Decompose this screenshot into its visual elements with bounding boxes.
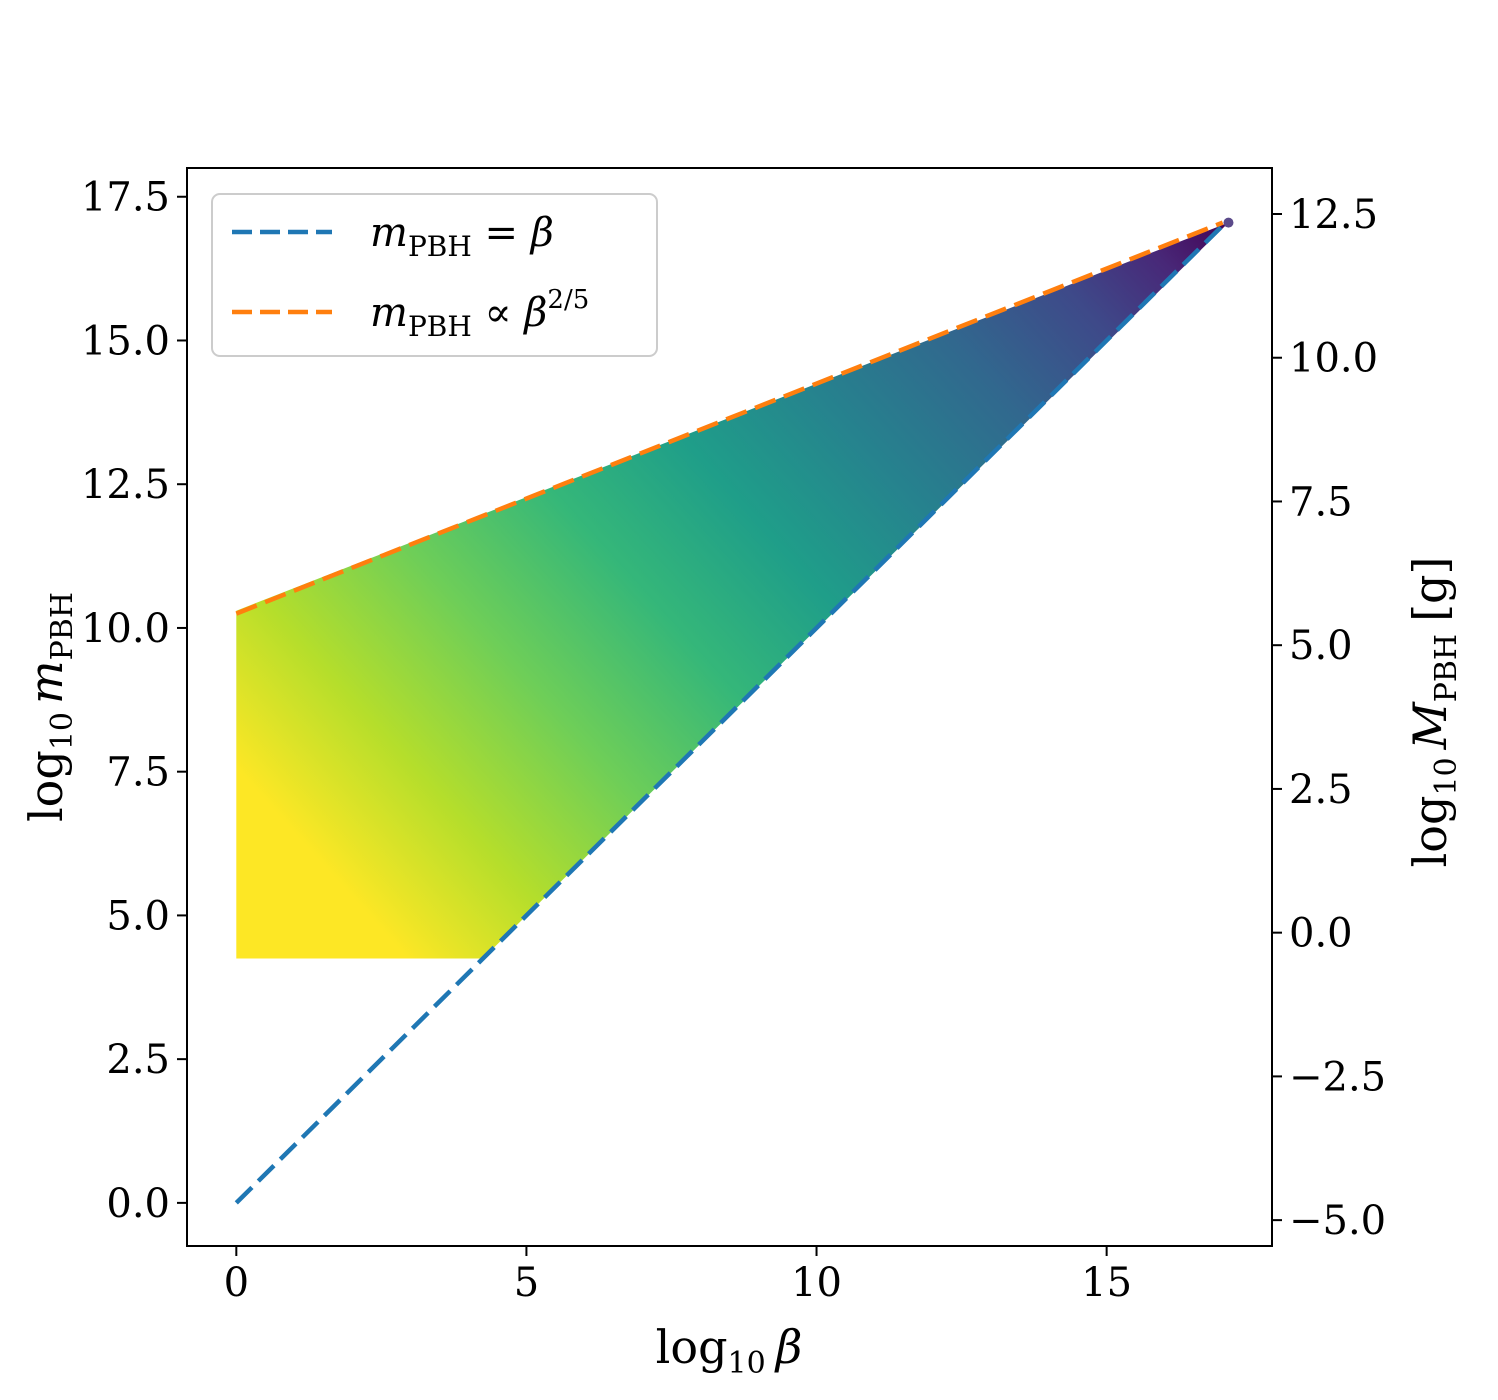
- y-tick-label: 5.0: [106, 893, 170, 939]
- y-axis-label-log: log: [19, 750, 73, 822]
- x-axis-label-var: β: [774, 1320, 803, 1374]
- y2-tick-label: −2.5: [1289, 1054, 1386, 1100]
- y2-axis-label-log: log: [1403, 796, 1457, 868]
- x-tick-label: 15: [1081, 1260, 1132, 1306]
- legend-rel: ∝ β: [472, 290, 548, 336]
- y-axis-label: log10 mPBH: [19, 592, 80, 822]
- y-axis-label-sub: 10: [45, 712, 80, 750]
- plot-frame: [186, 167, 1273, 1247]
- y-tick-label: 12.5: [81, 462, 170, 508]
- y2-tick-label: 7.5: [1289, 479, 1353, 525]
- legend-var: m: [370, 210, 408, 256]
- x-axis-label: log10 β: [656, 1320, 803, 1381]
- region-tip-marker: [1223, 217, 1234, 228]
- y2-tick-label: 0.0: [1289, 911, 1353, 957]
- series-line-1: [235, 220, 1224, 616]
- x-tick-label: 5: [514, 1260, 539, 1306]
- y-tick-label: 15.0: [81, 318, 170, 364]
- x-axis-label-log: log: [656, 1320, 728, 1374]
- y2-axis-label: log10 MPBH [g]: [1403, 557, 1464, 868]
- y2-axis-label-var-sub: PBH: [1429, 634, 1464, 702]
- x-tick-label: 0: [224, 1260, 249, 1306]
- legend-label-0: mPBH = β: [370, 210, 554, 263]
- legend-sup: 2/5: [547, 285, 589, 315]
- y2-tick-label: 10.0: [1289, 336, 1378, 382]
- y-tick-label: 10.0: [81, 606, 170, 652]
- series-layer: [234, 217, 1234, 1205]
- y2-tick-label: 12.5: [1289, 192, 1378, 238]
- series-line-0: [234, 223, 1225, 1205]
- y-tick-label: 17.5: [81, 175, 170, 221]
- plot-area: [234, 217, 1234, 1205]
- legend-sub: PBH: [408, 310, 472, 343]
- y2-axis-label-var: M: [1403, 700, 1457, 750]
- legend-frame: [211, 193, 658, 357]
- y2-axis-label-unit: [g]: [1403, 557, 1457, 622]
- y-axis-right: −5.0 −2.5 0.0 2.5 5.0 7.5 10.0 12.5: [1272, 192, 1386, 1244]
- y2-tick-label: 2.5: [1289, 767, 1353, 813]
- x-axis-label-sub: 10: [728, 1346, 766, 1381]
- y-tick-label: 0.0: [106, 1181, 170, 1227]
- y2-axis-label-sub: 10: [1429, 757, 1464, 795]
- legend-label-1: mPBH ∝ β2/5: [370, 285, 589, 343]
- legend-sub: PBH: [408, 230, 472, 263]
- y-axis-left: 0.0 2.5 5.0 7.5 10.0 12.5 15.0 17.5: [81, 175, 187, 1227]
- x-axis: 0 5 10 15: [224, 1246, 1132, 1306]
- y-axis-label-var-sub: PBH: [45, 592, 80, 660]
- y2-tick-label: −5.0: [1289, 1198, 1386, 1244]
- x-tick-label: 10: [791, 1260, 842, 1306]
- y-tick-label: 7.5: [106, 750, 170, 796]
- y-tick-label: 2.5: [106, 1037, 170, 1083]
- legend-rel: = β: [472, 210, 554, 256]
- parameter-region: [236, 222, 1229, 959]
- legend-var: m: [370, 290, 408, 336]
- y-axis-label-var: m: [19, 660, 73, 704]
- y2-tick-label: 5.0: [1289, 623, 1353, 669]
